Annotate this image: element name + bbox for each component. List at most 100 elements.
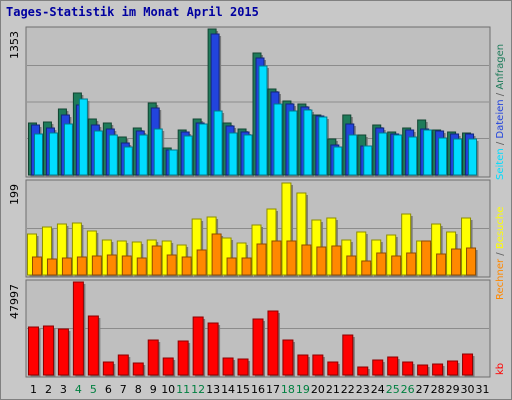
bar-Seiten-day-18 xyxy=(288,110,298,176)
x-tick-label-10: 10 xyxy=(161,383,175,396)
x-tick-label-2: 2 xyxy=(45,383,52,396)
bar-Seiten-day-27 xyxy=(423,129,433,176)
bar-kb-day-10 xyxy=(162,357,174,376)
bar-Rechner-day-13 xyxy=(211,233,222,276)
bar-Seiten-day-8 xyxy=(138,134,148,176)
bar-Rechner-day-29 xyxy=(451,248,462,276)
bar-Rechner-day-7 xyxy=(121,255,132,276)
bar-Seiten-day-21 xyxy=(333,146,343,176)
bar-Seiten-day-1 xyxy=(33,133,43,176)
bar-Seiten-day-2 xyxy=(48,132,58,176)
bar-kb-day-6 xyxy=(102,361,114,376)
bar-kb-day-24 xyxy=(372,359,384,376)
x-tick-label-28: 28 xyxy=(431,383,445,396)
bar-Seiten-day-12 xyxy=(198,123,208,176)
x-tick-label-29: 29 xyxy=(446,383,460,396)
x-tick-label-11: 11 xyxy=(176,383,190,396)
bar-kb-day-25 xyxy=(387,356,399,376)
bar-Rechner-day-30 xyxy=(466,247,477,276)
bar-kb-day-27 xyxy=(417,364,429,376)
x-tick-label-19: 19 xyxy=(296,383,310,396)
bar-kb-day-9 xyxy=(147,339,159,376)
bar-Rechner-day-19 xyxy=(301,244,312,276)
bar-Rechner-day-23 xyxy=(361,260,372,276)
bar-kb-day-18 xyxy=(282,339,294,376)
bar-Rechner-day-18 xyxy=(286,240,297,276)
bar-Rechner-day-22 xyxy=(346,255,357,276)
x-tick-label-8: 8 xyxy=(135,383,142,396)
bar-kb-day-13 xyxy=(207,322,219,376)
x-tick-label-31: 31 xyxy=(476,383,490,396)
x-tick-label-6: 6 xyxy=(105,383,112,396)
bar-Rechner-day-11 xyxy=(181,256,192,276)
bar-kb-day-22 xyxy=(342,334,354,376)
bar-Rechner-day-8 xyxy=(136,257,147,276)
x-tick-label-20: 20 xyxy=(311,383,325,396)
x-tick-label-22: 22 xyxy=(341,383,355,396)
bar-kb-day-28 xyxy=(432,363,444,376)
x-tick-label-1: 1 xyxy=(30,383,37,396)
x-tick-label-24: 24 xyxy=(371,383,385,396)
legend-label-kb: kb xyxy=(495,363,506,375)
x-tick-label-7: 7 xyxy=(120,383,127,396)
bar-kb-day-29 xyxy=(447,360,459,376)
bar-kb-day-30 xyxy=(462,353,474,376)
x-tick-label-17: 17 xyxy=(266,383,280,396)
bar-Rechner-day-15 xyxy=(241,257,252,276)
bar-Seiten-day-30 xyxy=(468,138,478,176)
x-tick-label-13: 13 xyxy=(206,383,220,396)
bar-Seiten-day-15 xyxy=(243,134,253,176)
bar-Seiten-day-28 xyxy=(438,137,448,176)
bar-Seiten-day-7 xyxy=(123,146,133,176)
legend-requests: Seiten / Dateien / Anfragen xyxy=(495,44,506,180)
bar-kb-day-23 xyxy=(357,366,369,376)
bar-kb-day-26 xyxy=(402,361,414,376)
bar-Seiten-day-17 xyxy=(273,103,283,176)
x-tick-label-14: 14 xyxy=(221,383,235,396)
x-tick-label-4: 4 xyxy=(75,383,82,396)
bar-Seiten-day-5 xyxy=(93,130,103,176)
bar-Rechner-day-14 xyxy=(226,257,237,276)
bar-kb-day-3 xyxy=(57,328,69,376)
x-tick-label-30: 30 xyxy=(461,383,475,396)
x-tick-label-26: 26 xyxy=(401,383,415,396)
bar-Rechner-day-6 xyxy=(106,254,117,276)
bar-Rechner-day-2 xyxy=(46,258,57,276)
bar-kb-day-20 xyxy=(312,354,324,376)
bar-Rechner-day-10 xyxy=(166,254,177,276)
bar-kb-day-11 xyxy=(177,340,189,376)
bar-kb-day-17 xyxy=(267,310,279,376)
legend-label-rechner: Rechner xyxy=(495,258,506,300)
bar-Rechner-day-17 xyxy=(271,240,282,276)
bar-Seiten-day-19 xyxy=(303,109,313,176)
bar-Seiten-day-11 xyxy=(183,135,193,176)
x-tick-label-9: 9 xyxy=(150,383,157,396)
bar-kb-day-12 xyxy=(192,316,204,376)
ymax-label-visits: 199 xyxy=(8,184,21,205)
bar-kb-day-1 xyxy=(27,326,39,376)
bar-kb-day-19 xyxy=(297,354,309,376)
bar-kb-day-7 xyxy=(117,354,129,376)
bar-Rechner-day-26 xyxy=(406,252,417,276)
chart-title: Tages-Statistik im Monat April 2015 xyxy=(6,5,259,19)
bar-Seiten-day-26 xyxy=(408,136,418,176)
bar-Seiten-day-14 xyxy=(228,132,238,176)
ymax-label-requests: 1353 xyxy=(8,31,21,59)
bar-kb-day-14 xyxy=(222,357,234,376)
bar-Rechner-day-20 xyxy=(316,246,327,276)
bar-Besuche-day-3 xyxy=(56,223,67,276)
bar-kb-day-8 xyxy=(132,362,144,376)
bar-Seiten-day-13 xyxy=(213,110,223,176)
bar-Rechner-day-9 xyxy=(151,245,162,276)
legend-label-anfragen: Anfragen xyxy=(495,44,506,90)
bar-Rechner-day-12 xyxy=(196,249,207,276)
bar-Seiten-day-9 xyxy=(153,128,163,176)
x-tick-label-5: 5 xyxy=(90,383,97,396)
bar-Rechner-day-16 xyxy=(256,243,267,276)
bar-kb-day-15 xyxy=(237,358,249,376)
bar-Rechner-day-5 xyxy=(91,255,102,276)
bar-Seiten-day-16 xyxy=(258,65,268,176)
bar-Seiten-day-29 xyxy=(453,138,463,176)
bar-Seiten-day-3 xyxy=(63,123,73,176)
bar-Rechner-day-27 xyxy=(421,240,432,276)
